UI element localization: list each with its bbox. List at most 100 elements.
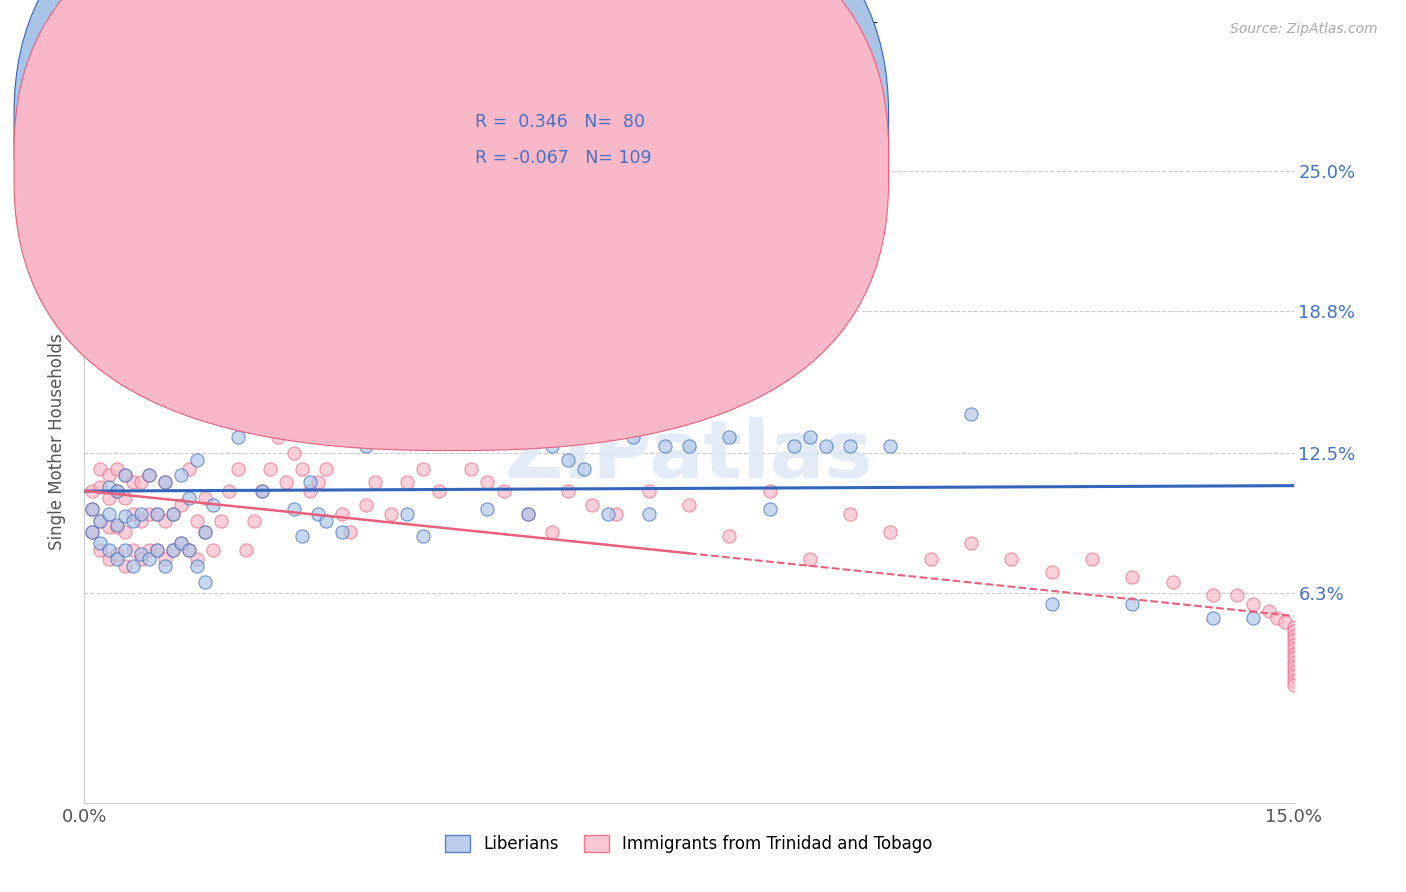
Point [194, 491, 217, 505]
Point [678, 498, 700, 512]
Point [541, 524, 564, 539]
Point [153, 514, 176, 528]
Point [170, 536, 193, 550]
Point [114, 468, 136, 483]
Point [395, 507, 418, 521]
Point [226, 461, 249, 475]
Point [363, 408, 385, 422]
Point [1241, 610, 1264, 624]
Point [654, 439, 676, 453]
Point [194, 574, 217, 589]
Point [89, 536, 111, 550]
Point [516, 507, 538, 521]
Point [114, 524, 136, 539]
Point [412, 529, 434, 543]
Text: Source: ZipAtlas.com: Source: ZipAtlas.com [1230, 22, 1378, 37]
Point [186, 514, 208, 528]
Point [1282, 629, 1305, 643]
Point [920, 552, 942, 566]
Point [105, 484, 128, 499]
Point [637, 484, 659, 499]
Point [274, 475, 297, 490]
Point [879, 524, 901, 539]
Point [299, 475, 322, 490]
Point [799, 430, 821, 444]
Point [129, 552, 152, 566]
Point [1258, 604, 1281, 618]
Point [146, 542, 169, 557]
Point [209, 371, 232, 385]
Point [162, 507, 184, 521]
Point [114, 491, 136, 505]
Point [839, 507, 862, 521]
Text: R =  0.346   N=  80: R = 0.346 N= 80 [475, 113, 645, 131]
Point [138, 507, 160, 521]
Point [194, 524, 217, 539]
Point [121, 475, 143, 490]
Point [162, 542, 184, 557]
Legend: Liberians, Immigrants from Trinidad and Tobago: Liberians, Immigrants from Trinidad and … [439, 828, 939, 860]
Point [605, 507, 627, 521]
Point [105, 520, 128, 534]
Point [427, 484, 450, 499]
Point [412, 461, 434, 475]
Point [138, 552, 160, 566]
Point [315, 461, 337, 475]
Point [114, 509, 136, 524]
Text: R = -0.067   N= 109: R = -0.067 N= 109 [475, 149, 652, 167]
Point [339, 524, 361, 539]
Point [162, 507, 184, 521]
Point [114, 468, 136, 483]
Point [97, 520, 120, 534]
Point [121, 542, 143, 557]
Point [153, 475, 176, 490]
Point [97, 468, 120, 483]
Point [557, 452, 579, 467]
Point [516, 507, 538, 521]
Point [291, 529, 314, 543]
Point [89, 480, 111, 494]
Point [1081, 552, 1104, 566]
Point [291, 461, 314, 475]
Point [1282, 647, 1305, 661]
Point [1282, 665, 1305, 679]
Point [363, 475, 385, 490]
Point [162, 542, 184, 557]
Point [121, 558, 143, 573]
Point [129, 507, 152, 521]
Point [339, 430, 361, 444]
Point [758, 502, 780, 516]
Point [1282, 624, 1305, 639]
Point [209, 514, 232, 528]
Point [186, 552, 208, 566]
Point [89, 514, 111, 528]
Point [153, 475, 176, 490]
Point [82, 502, 104, 516]
Point [129, 548, 152, 562]
Point [356, 498, 378, 512]
Point [146, 507, 169, 521]
Point [267, 430, 290, 444]
Point [138, 542, 160, 557]
Point [146, 542, 169, 557]
Point [105, 518, 128, 533]
Point [460, 461, 482, 475]
Point [202, 498, 225, 512]
Point [1282, 656, 1305, 670]
Point [170, 468, 193, 483]
Point [242, 355, 264, 369]
Point [960, 536, 983, 550]
Point [105, 484, 128, 499]
Point [186, 558, 208, 573]
Point [97, 480, 120, 494]
Point [138, 468, 160, 483]
Point [235, 542, 257, 557]
Point [97, 542, 120, 557]
Point [598, 507, 620, 521]
Point [194, 524, 217, 539]
Point [235, 371, 257, 385]
Point [97, 491, 120, 505]
Point [1282, 678, 1305, 692]
Text: LIBERIAN VS IMMIGRANTS FROM TRINIDAD AND TOBAGO SINGLE MOTHER HOUSEHOLDS CORRELA: LIBERIAN VS IMMIGRANTS FROM TRINIDAD AND… [28, 22, 877, 37]
Point [242, 514, 264, 528]
